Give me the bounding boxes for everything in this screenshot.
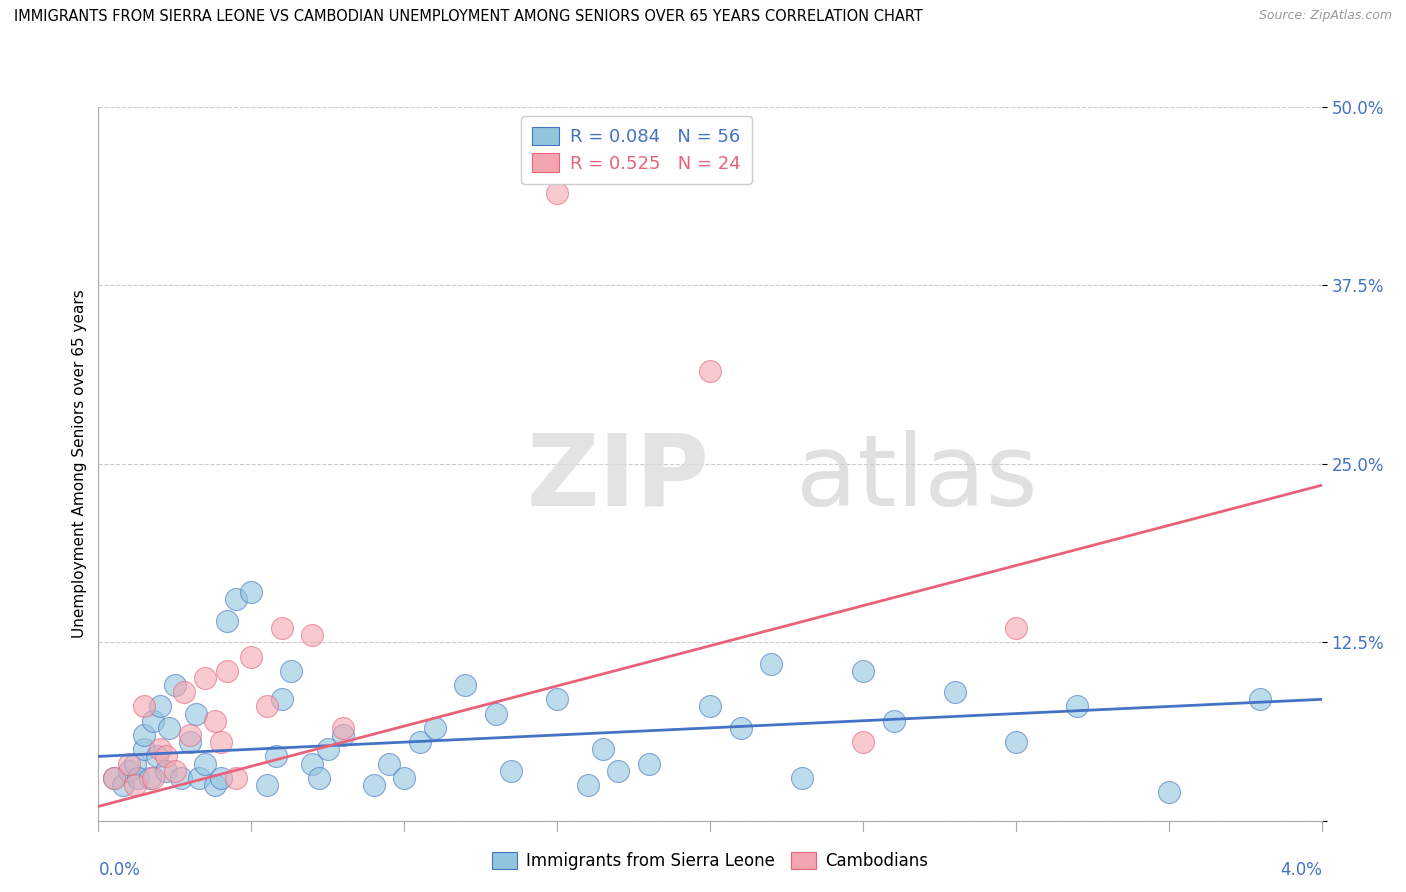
- Y-axis label: Unemployment Among Seniors over 65 years: Unemployment Among Seniors over 65 years: [72, 290, 87, 638]
- Text: atlas: atlas: [796, 430, 1038, 526]
- Point: [790, 771, 813, 785]
- Point: [124, 778, 146, 792]
- Point: [501, 764, 523, 778]
- Point: [142, 771, 165, 785]
- Point: [264, 749, 287, 764]
- Text: 0.0%: 0.0%: [98, 861, 141, 879]
- Point: [209, 735, 232, 749]
- Point: [134, 699, 156, 714]
- Point: [301, 628, 323, 642]
- Text: IMMIGRANTS FROM SIERRA LEONE VS CAMBODIAN UNEMPLOYMENT AMONG SENIORS OVER 65 YEA: IMMIGRANTS FROM SIERRA LEONE VS CAMBODIA…: [14, 9, 922, 24]
- Point: [392, 771, 416, 785]
- Point: [186, 706, 208, 721]
- Point: [103, 771, 125, 785]
- Point: [378, 756, 401, 771]
- Legend: Immigrants from Sierra Leone, Cambodians: Immigrants from Sierra Leone, Cambodians: [485, 845, 935, 877]
- Point: [270, 692, 294, 706]
- Point: [225, 592, 247, 607]
- Point: [103, 771, 125, 785]
- Point: [170, 771, 193, 785]
- Point: [485, 706, 508, 721]
- Point: [423, 721, 446, 735]
- Point: [408, 735, 430, 749]
- Point: [1157, 785, 1180, 799]
- Point: [576, 778, 599, 792]
- Point: [118, 756, 141, 771]
- Point: [454, 678, 477, 692]
- Point: [316, 742, 339, 756]
- Point: [852, 735, 875, 749]
- Point: [270, 621, 294, 635]
- Point: [883, 714, 905, 728]
- Point: [699, 699, 721, 714]
- Point: [215, 614, 238, 628]
- Point: [127, 771, 149, 785]
- Point: [761, 657, 783, 671]
- Point: [139, 771, 162, 785]
- Point: [118, 764, 141, 778]
- Point: [179, 728, 201, 742]
- Point: [332, 721, 354, 735]
- Point: [134, 742, 156, 756]
- Point: [142, 714, 165, 728]
- Point: [179, 735, 201, 749]
- Point: [592, 742, 614, 756]
- Point: [852, 664, 875, 678]
- Point: [155, 749, 177, 764]
- Point: [204, 778, 226, 792]
- Point: [1249, 692, 1271, 706]
- Point: [225, 771, 247, 785]
- Point: [209, 771, 232, 785]
- Point: [1066, 699, 1088, 714]
- Point: [256, 778, 278, 792]
- Point: [155, 764, 177, 778]
- Point: [163, 764, 186, 778]
- Point: [730, 721, 752, 735]
- Point: [215, 664, 238, 678]
- Point: [149, 742, 172, 756]
- Point: [145, 749, 167, 764]
- Point: [546, 186, 568, 200]
- Point: [240, 585, 263, 599]
- Point: [173, 685, 195, 699]
- Point: [188, 771, 211, 785]
- Point: [240, 649, 263, 664]
- Point: [194, 756, 217, 771]
- Point: [637, 756, 661, 771]
- Point: [332, 728, 354, 742]
- Text: Source: ZipAtlas.com: Source: ZipAtlas.com: [1258, 9, 1392, 22]
- Point: [194, 671, 217, 685]
- Point: [699, 364, 721, 378]
- Point: [1004, 621, 1026, 635]
- Point: [301, 756, 323, 771]
- Point: [546, 692, 568, 706]
- Text: ZIP: ZIP: [526, 430, 710, 526]
- Point: [149, 699, 172, 714]
- Point: [157, 721, 180, 735]
- Text: 4.0%: 4.0%: [1279, 861, 1322, 879]
- Point: [124, 756, 146, 771]
- Point: [204, 714, 226, 728]
- Point: [111, 778, 134, 792]
- Point: [363, 778, 385, 792]
- Point: [280, 664, 302, 678]
- Point: [163, 678, 186, 692]
- Point: [1004, 735, 1026, 749]
- Point: [256, 699, 278, 714]
- Point: [308, 771, 330, 785]
- Point: [943, 685, 966, 699]
- Point: [134, 728, 156, 742]
- Point: [607, 764, 630, 778]
